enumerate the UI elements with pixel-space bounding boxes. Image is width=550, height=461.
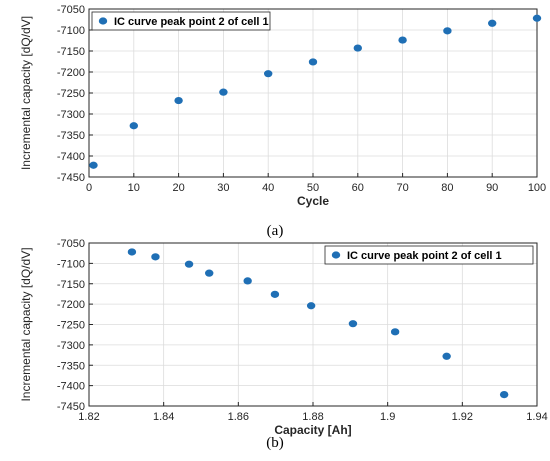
chart-panel-1: 1.82 1.84 1.86 1.88 1.9 1.92 1.94 -7050 -7100 -71… [19, 238, 548, 451]
data-point [89, 161, 98, 169]
x-tick-label: 90 [486, 182, 498, 194]
x-tick-label: 100 [528, 182, 546, 194]
y-axis-label: Incremental capacity [dQ/dV] [19, 16, 33, 170]
data-point [270, 290, 280, 298]
data-point [488, 19, 497, 27]
data-point [442, 352, 451, 360]
x-tick-label: 50 [307, 182, 319, 194]
x-tick-label: 0 [86, 182, 92, 194]
x-tick-label: 1.82 [78, 411, 99, 423]
y-tick-label: -7350 [57, 360, 85, 372]
x-axis-label: Cycle [297, 194, 329, 208]
y-tick-label: -7200 [57, 67, 85, 79]
y-tick-label: -7250 [57, 320, 85, 332]
y-tick-label: -7300 [57, 109, 85, 121]
x-tick-label: 1.88 [302, 411, 323, 423]
x-axis-label: Capacity [Ah] [274, 423, 351, 437]
y-axis-label: Incremental capacity [dQ/dV] [19, 247, 33, 401]
panel-caption: (a) [267, 223, 284, 239]
data-point [348, 320, 358, 328]
x-tick-label: 1.9 [380, 411, 395, 423]
x-tick-label: 1.86 [228, 411, 249, 423]
y-tick-label: -7150 [57, 46, 85, 58]
data-point [151, 253, 160, 261]
data-point [353, 44, 362, 52]
y-tick-label: -7400 [57, 381, 85, 393]
data-point [306, 302, 316, 310]
data-point [219, 88, 228, 96]
legend-box [324, 245, 534, 265]
legend-box [91, 11, 271, 31]
y-tick-label: -7050 [57, 4, 85, 16]
legend-marker [331, 251, 341, 259]
legend-label: IC curve peak point 2 of cell 1 [114, 16, 269, 28]
y-tick-label: -7400 [57, 151, 85, 163]
data-point [398, 36, 407, 44]
y-tick-label: -7450 [57, 401, 85, 413]
chart-panel-0: 0 10 20 30 40 50 60 70 80 90 100 -7050 -7100 -7150 -72… [19, 4, 546, 239]
panel-caption: (b) [266, 435, 284, 451]
data-point [127, 248, 137, 256]
data-point [129, 122, 138, 130]
data-point [174, 96, 183, 105]
data-point [308, 58, 318, 66]
y-tick-label: -7250 [57, 88, 85, 100]
y-tick-label: -7350 [57, 130, 85, 142]
y-tick-label: -7050 [57, 238, 85, 250]
data-point [443, 27, 452, 35]
x-tick-label: 70 [396, 182, 408, 194]
x-tick-label: 20 [172, 182, 184, 194]
x-tick-label: 60 [352, 182, 364, 194]
x-tick-label: 30 [217, 182, 229, 194]
y-tick-label: -7200 [57, 299, 85, 311]
y-tick-label: -7300 [57, 340, 85, 352]
data-point [499, 390, 509, 399]
data-point [532, 14, 542, 22]
data-point [205, 269, 214, 277]
x-tick-label: 1.94 [526, 411, 547, 423]
x-tick-label: 40 [262, 182, 274, 194]
data-point [264, 70, 273, 78]
y-tick-label: -7100 [57, 25, 85, 37]
data-point [390, 328, 400, 336]
data-point [184, 260, 194, 268]
x-tick-label: 1.84 [153, 411, 174, 423]
legend-marker [98, 17, 108, 25]
x-tick-label: 1.92 [452, 411, 473, 423]
y-tick-label: -7150 [57, 279, 85, 291]
x-tick-label: 10 [128, 182, 140, 194]
x-tick-label: 80 [441, 182, 453, 194]
y-tick-label: -7450 [57, 172, 85, 184]
legend-label: IC curve peak point 2 of cell 1 [347, 250, 502, 262]
y-tick-label: -7100 [57, 258, 85, 270]
data-point [243, 277, 252, 285]
